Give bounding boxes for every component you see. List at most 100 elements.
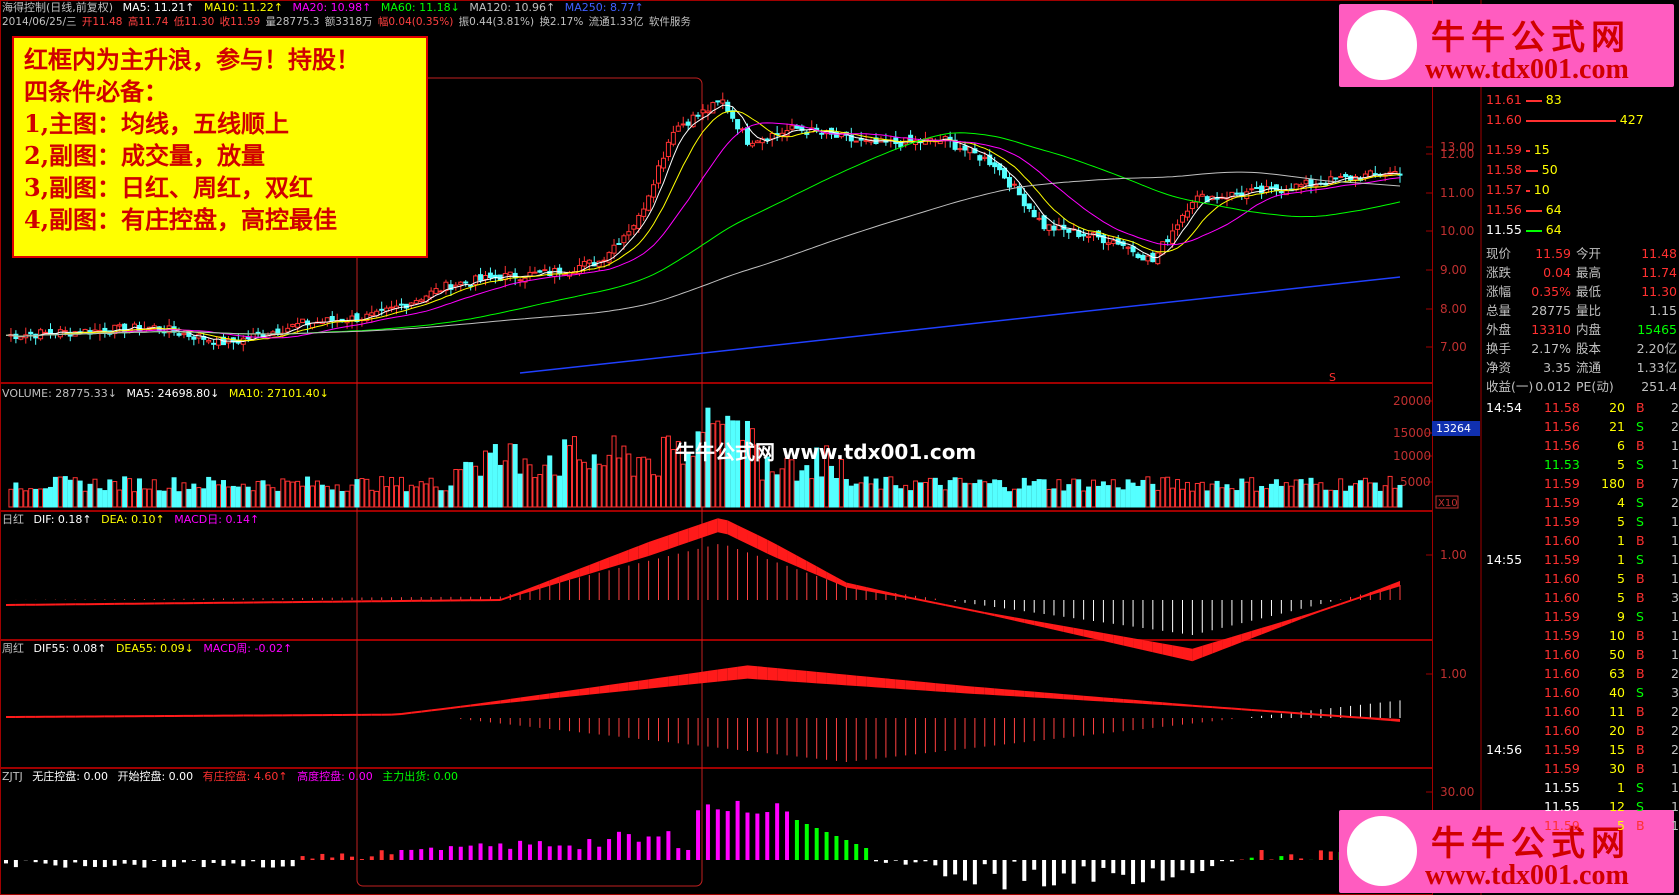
macd-week-band [55, 715, 66, 718]
tick-row[interactable]: 11.59 180 B 7 [1486, 474, 1679, 493]
tick-row[interactable]: 11.60 20 B 2 [1486, 721, 1679, 740]
tick-row[interactable]: 14:56 11.59 15 B 2 [1486, 740, 1679, 759]
zjtj-bar [547, 846, 552, 860]
panel-frame [0, 640, 1433, 768]
macd-week-band [549, 691, 560, 699]
macd-week-band [1212, 706, 1223, 709]
macd-week-band [876, 677, 886, 688]
tick-count: 2 [1671, 723, 1679, 738]
zjtj-bar [1318, 850, 1323, 860]
volume-bar [576, 459, 582, 508]
volume-bar [952, 477, 958, 508]
tick-row[interactable]: 11.56 21 S 2 [1486, 417, 1679, 436]
macd-day-band [787, 550, 797, 567]
volume-bar [735, 420, 741, 508]
volume-bar [141, 488, 147, 508]
stock-label[interactable]: 海得控制(日线,前复权) [2, 1, 114, 14]
volume-bar [468, 462, 474, 508]
quote-row: 总量 28775 量比 1.15 [1486, 301, 1679, 320]
zjtj-bar [844, 840, 849, 860]
volume-bar [1308, 477, 1314, 508]
tick-row[interactable]: 11.56 6 B 1 [1486, 436, 1679, 455]
volume-bar [225, 486, 231, 508]
macd-day-band [470, 599, 481, 602]
macd-week-band [174, 714, 184, 717]
tick-row[interactable]: 11.60 50 B 1 [1486, 645, 1679, 664]
tick-row[interactable]: 11.55 12 S 1 [1486, 797, 1679, 816]
tick-row[interactable]: 11.59 5 B 1 [1486, 816, 1679, 835]
tick-side: B [1636, 590, 1645, 605]
macd-week-band [569, 689, 580, 697]
tick-row[interactable]: 11.59 10 B 1 [1486, 626, 1679, 645]
macd-week-band [757, 666, 768, 680]
candle-body [329, 315, 335, 322]
quote-value: 0.04 [1543, 265, 1571, 280]
macd-day-band [322, 600, 333, 603]
zjtj-bar [587, 839, 592, 860]
candle-body [1392, 170, 1398, 174]
tick-row[interactable]: 11.60 1 B 1 [1486, 531, 1679, 550]
volume-bar [1016, 488, 1022, 508]
volume-bar [240, 483, 246, 508]
volume-bar [868, 483, 874, 508]
volume-bar [166, 487, 172, 508]
macd-week-band [866, 676, 877, 688]
volume-bar [161, 490, 167, 508]
tick-side: S [1636, 514, 1644, 529]
tick-row[interactable]: 11.60 5 B 3 [1486, 588, 1679, 607]
macd-week-band [1202, 705, 1213, 709]
macd-week-band [411, 710, 422, 714]
tick-row[interactable]: 11.59 30 B 1 [1486, 759, 1679, 778]
quote-header: 2014/06/25/三 开11.48 高11.74 低11.30 收11.59… [2, 15, 697, 29]
zjtj-bar [181, 860, 186, 863]
macd-day-band [1340, 599, 1351, 605]
candle-body [1254, 187, 1260, 190]
tick-price: 11.55 [1544, 799, 1580, 814]
change-label: 幅0.04(0.35%) [377, 16, 454, 28]
macd-week-band [589, 686, 600, 695]
order-volume: 83 [1545, 92, 1562, 107]
volume-bar [626, 453, 632, 508]
sector-label[interactable]: 软件服务 [648, 16, 691, 28]
macd-day-band [964, 608, 975, 612]
axis-label-indicator: 1.00 [1440, 548, 1467, 562]
volume-bar [1244, 481, 1250, 508]
volume-bar [1031, 481, 1037, 508]
candle-body [418, 299, 424, 302]
candle-body [863, 139, 869, 142]
tick-row[interactable]: 11.59 9 S 1 [1486, 607, 1679, 626]
macd-week-band [1320, 713, 1331, 717]
candle-body [626, 231, 632, 236]
macd-week-band [1231, 707, 1242, 711]
tick-row[interactable]: 11.60 11 B 2 [1486, 702, 1679, 721]
tick-row[interactable]: 11.60 40 S 3 [1486, 683, 1679, 702]
tick-row[interactable]: 11.60 5 B 1 [1486, 569, 1679, 588]
zjtj-bar [498, 843, 503, 860]
candle-body [1298, 184, 1304, 187]
macd-week-band [668, 675, 679, 687]
tick-row[interactable]: 11.60 63 B 2 [1486, 664, 1679, 683]
volume-value: VOLUME: 28775.33↓ [2, 387, 117, 400]
volume-bar [705, 407, 711, 508]
macd-week-band [391, 713, 402, 716]
tick-volume: 40 [1609, 685, 1625, 700]
macd-day-band [183, 602, 194, 605]
volume-bar [1353, 483, 1359, 508]
tick-price: 11.58 [1544, 400, 1580, 415]
volume-bar [1081, 490, 1087, 508]
candle-body [1175, 224, 1181, 230]
zjtj-bar [241, 860, 246, 867]
macd-day-band [520, 587, 530, 595]
candle-body [206, 339, 212, 343]
tick-row[interactable]: 11.59 4 S 2 [1486, 493, 1679, 512]
tick-row[interactable]: 11.55 1 S 1 [1486, 778, 1679, 797]
tick-row[interactable]: 11.53 5 S 1 [1486, 455, 1679, 474]
candle-body [641, 208, 647, 217]
tick-side: B [1636, 533, 1645, 548]
tick-row[interactable]: 11.59 5 S 1 [1486, 512, 1679, 531]
tick-row[interactable]: 14:54 11.58 20 B 2 [1486, 398, 1679, 417]
macd-day-band [1063, 626, 1074, 635]
tick-row[interactable]: 14:55 11.59 1 S 1 [1486, 550, 1679, 569]
quote-value: 2.17% [1531, 341, 1571, 356]
